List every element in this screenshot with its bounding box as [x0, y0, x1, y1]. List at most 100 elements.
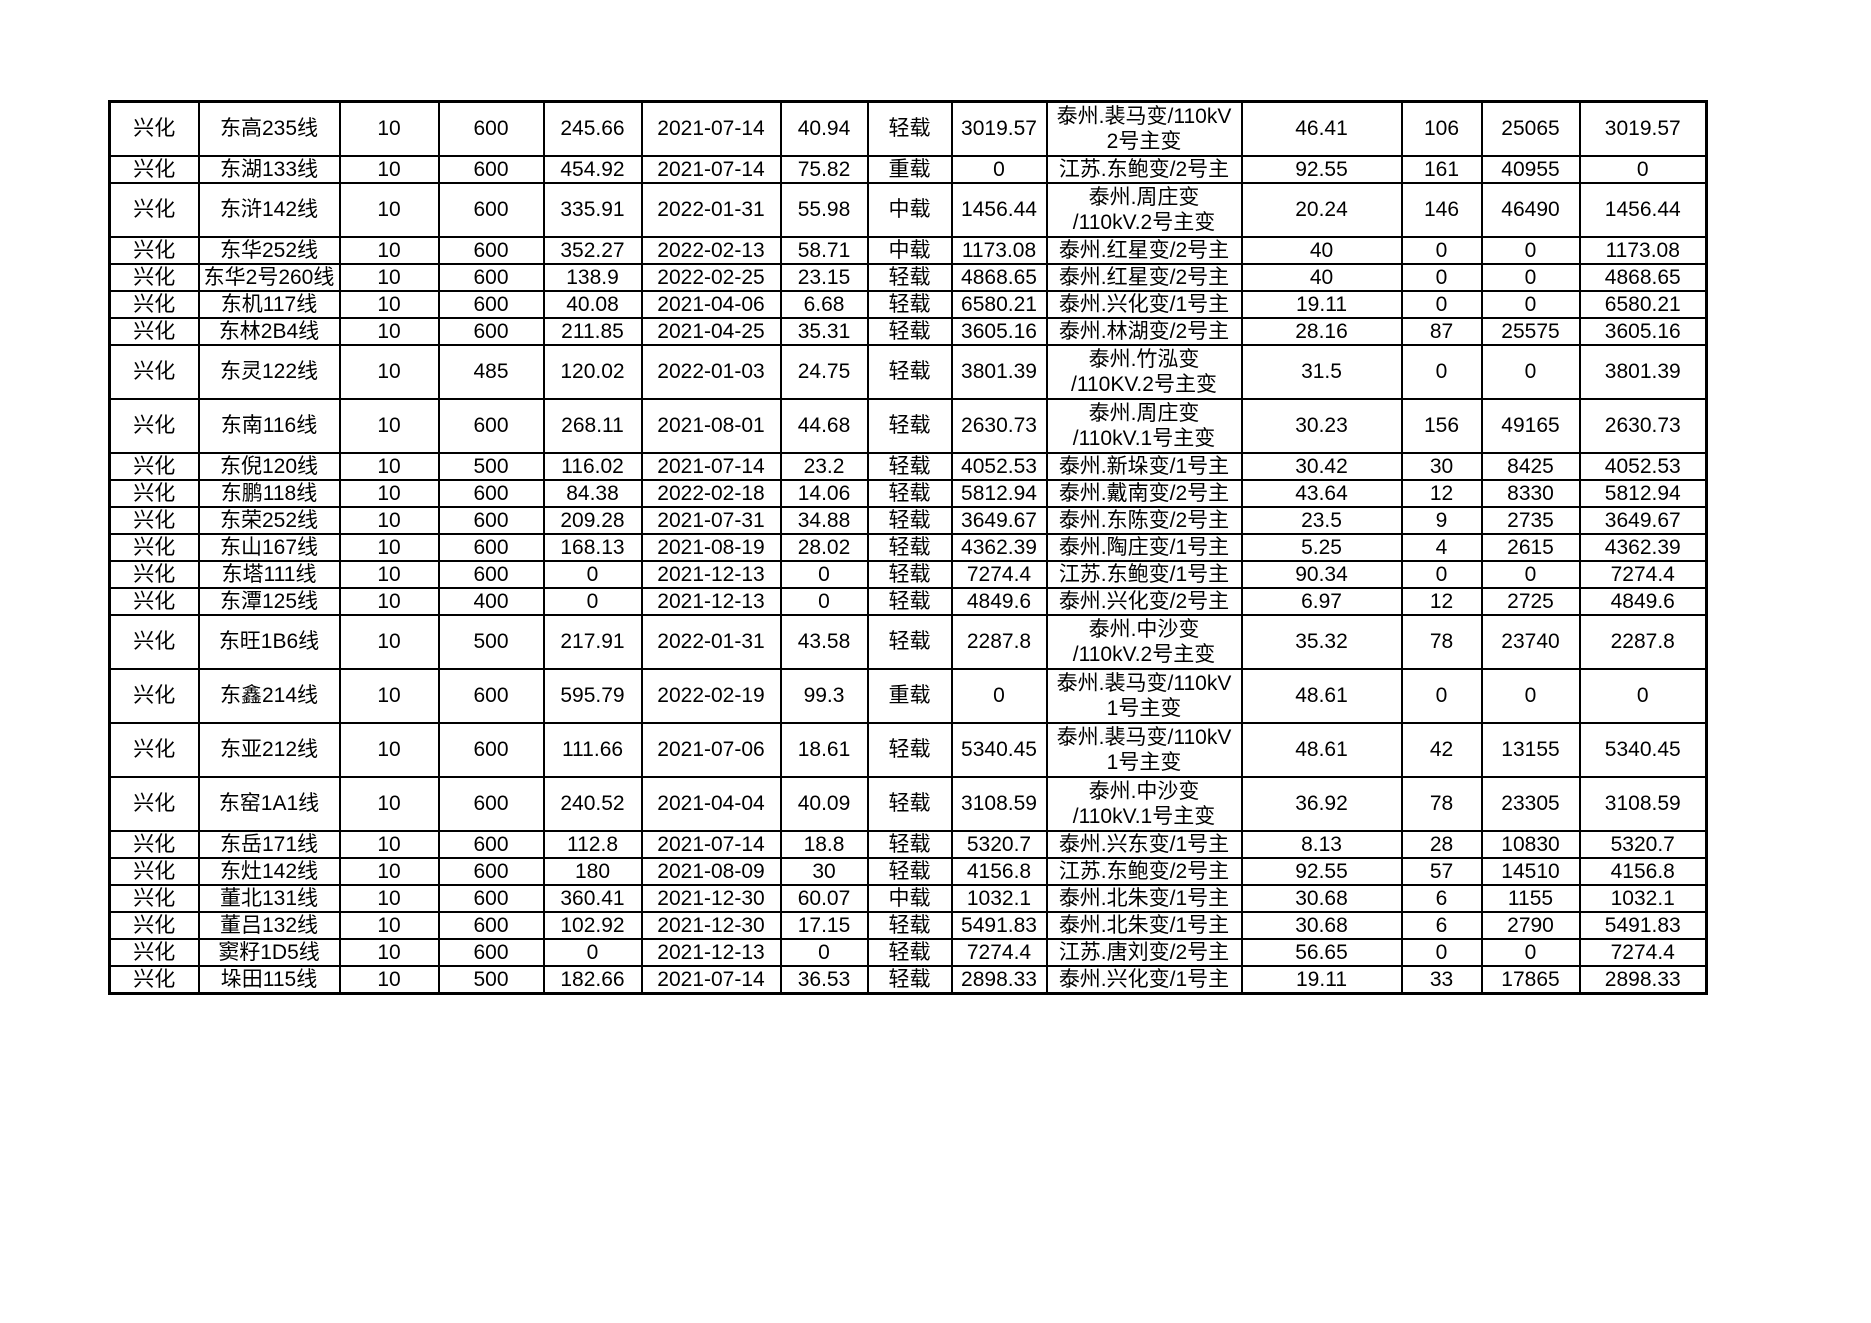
table-cell: 36.53	[779, 964, 869, 994]
table-row: 兴化 东鹏118线 10 600 84.38 2022-02-18 14.06 轻载 5812.…	[108, 478, 1708, 508]
table-cell: 168.13	[542, 532, 643, 562]
table-cell: 106	[1400, 100, 1483, 157]
table-cell: 10	[338, 775, 440, 832]
table-cell: 泰州.陶庄变/1号主	[1045, 532, 1243, 562]
table-cell: 2021-07-14	[640, 964, 782, 994]
table-cell: 10	[338, 235, 440, 265]
table-cell: 3019.57	[950, 100, 1048, 157]
table-cell: 0	[1480, 937, 1581, 967]
table-cell: 3801.39	[1578, 343, 1708, 400]
table-cell: 窦籽1D5线	[197, 937, 341, 967]
table-row: 兴化 东荣252线 10 600 209.28 2021-07-31 34.88 轻载 3649…	[108, 505, 1708, 535]
table-cell: 600	[437, 235, 545, 265]
table-cell: 30	[1400, 451, 1483, 481]
table-cell: 泰州.戴南变/2号主	[1045, 478, 1243, 508]
table-row: 兴化 垛田115线 10 500 182.66 2021-07-14 36.53 轻载 2898…	[108, 964, 1708, 994]
table-cell: 东窑1A1线	[197, 775, 341, 832]
table-cell: 轻载	[866, 721, 953, 778]
table-cell: 东华2号260线	[197, 262, 341, 292]
table-cell: 董北131线	[197, 883, 341, 913]
table-cell: 10	[338, 262, 440, 292]
table-cell: 0	[1400, 667, 1483, 724]
table-cell: 600	[437, 559, 545, 589]
table-cell: 3801.39	[950, 343, 1048, 400]
table-cell: 268.11	[542, 397, 643, 454]
table-cell: 江苏.唐刘变/2号主	[1045, 937, 1243, 967]
table-cell: 2022-02-13	[640, 235, 782, 265]
table-row: 兴化 东灵122线 10 485 120.02 2022-01-03 24.75 轻载 3801…	[108, 343, 1708, 400]
table-cell: 董吕132线	[197, 910, 341, 940]
table-cell: 0	[950, 667, 1048, 724]
table-cell: 48.61	[1240, 721, 1403, 778]
table-cell: 33	[1400, 964, 1483, 994]
table-cell: 10	[338, 181, 440, 238]
table-cell: 2021-07-06	[640, 721, 782, 778]
table-cell: 重载	[866, 154, 953, 184]
table-cell: 4868.65	[1578, 262, 1708, 292]
table-cell: 轻载	[866, 775, 953, 832]
table-cell: 5340.45	[950, 721, 1048, 778]
table-cell: 0	[1480, 559, 1581, 589]
table-cell: 东浒142线	[197, 181, 341, 238]
table-cell: 泰州.新垛变/1号主	[1045, 451, 1243, 481]
table-cell: 泰州.兴化变/1号主	[1045, 289, 1243, 319]
table-cell: 2021-12-30	[640, 883, 782, 913]
table-cell: 0	[1480, 235, 1581, 265]
table-cell: 600	[437, 397, 545, 454]
table-cell: 49165	[1480, 397, 1581, 454]
table-cell: 23.2	[779, 451, 869, 481]
table-cell: 600	[437, 262, 545, 292]
table-cell: 6580.21	[1578, 289, 1708, 319]
table-cell: 3108.59	[950, 775, 1048, 832]
table-row: 兴化 东灶142线 10 600 180 2021-08-09 30 轻载 4156.8 江苏.东…	[108, 856, 1708, 886]
table-cell: 57	[1400, 856, 1483, 886]
table-cell: 兴化	[108, 316, 200, 346]
table-cell: 4849.6	[1578, 586, 1708, 616]
table-cell: 0	[1400, 235, 1483, 265]
table-row: 兴化 东鑫214线 10 600 595.79 2022-02-19 99.3 重载 0 泰州.裴…	[108, 667, 1708, 724]
table-cell: 兴化	[108, 478, 200, 508]
table-cell: 23740	[1480, 613, 1581, 670]
table-cell: 东林2B4线	[197, 316, 341, 346]
table-cell: 9	[1400, 505, 1483, 535]
table-cell: 0	[1400, 289, 1483, 319]
table-cell: 4362.39	[1578, 532, 1708, 562]
line-load-table-body: 兴化 东高235线 10 600 245.66 2021-07-14 40.94 轻载 3019…	[108, 100, 1708, 994]
table-cell: 10	[338, 829, 440, 859]
table-cell: 40	[1240, 235, 1403, 265]
table-cell: 轻载	[866, 559, 953, 589]
table-cell: 600	[437, 100, 545, 157]
table-cell: 0	[1400, 937, 1483, 967]
table-cell: 1456.44	[950, 181, 1048, 238]
table-cell: 92.55	[1240, 154, 1403, 184]
table-cell: 112.8	[542, 829, 643, 859]
table-cell: 4156.8	[950, 856, 1048, 886]
table-cell: 兴化	[108, 505, 200, 535]
table-cell: 43.58	[779, 613, 869, 670]
table-cell: 24.75	[779, 343, 869, 400]
table-cell: 轻载	[866, 262, 953, 292]
table-cell: 600	[437, 667, 545, 724]
table-cell: 泰州.裴马变/110kV 2号主变	[1045, 100, 1243, 157]
table-cell: 43.64	[1240, 478, 1403, 508]
table-cell: 40.94	[779, 100, 869, 157]
table-cell: 360.41	[542, 883, 643, 913]
table-row: 兴化 东窑1A1线 10 600 240.52 2021-04-04 40.09 轻载 3108…	[108, 775, 1708, 832]
table-cell: 2021-07-14	[640, 451, 782, 481]
table-cell: 2021-08-09	[640, 856, 782, 886]
table-row: 兴化 东岳171线 10 600 112.8 2021-07-14 18.8 轻载 5320.7…	[108, 829, 1708, 859]
table-row: 兴化 窦籽1D5线 10 600 0 2021-12-13 0 轻载 7274.4 江苏.唐刘变/…	[108, 937, 1708, 967]
table-cell: 兴化	[108, 964, 200, 994]
table-cell: 兴化	[108, 343, 200, 400]
table-row: 兴化 东机117线 10 600 40.08 2021-04-06 6.68 轻载 6580.2…	[108, 289, 1708, 319]
table-cell: 10	[338, 343, 440, 400]
line-load-table: 兴化 东高235线 10 600 245.66 2021-07-14 40.94 轻载 3019…	[108, 100, 1708, 995]
table-cell: 兴化	[108, 235, 200, 265]
table-cell: 轻载	[866, 451, 953, 481]
table-cell: 轻载	[866, 613, 953, 670]
table-cell: 10	[338, 559, 440, 589]
table-cell: 2790	[1480, 910, 1581, 940]
table-cell: 6.97	[1240, 586, 1403, 616]
table-cell: 中载	[866, 181, 953, 238]
table-cell: 146	[1400, 181, 1483, 238]
